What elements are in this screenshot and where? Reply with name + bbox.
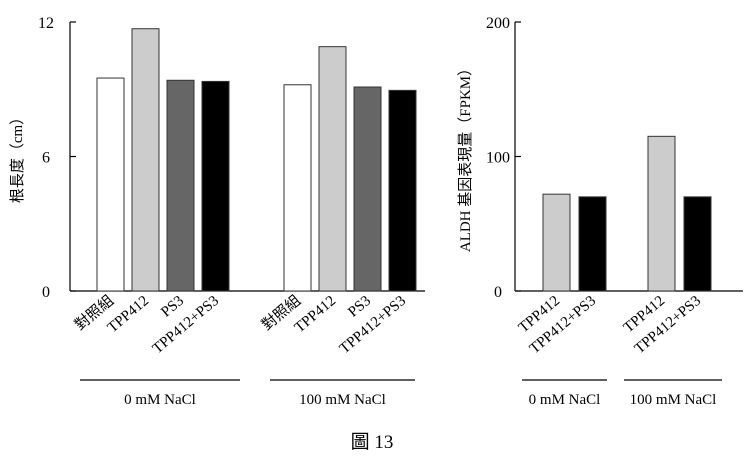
bar xyxy=(318,46,347,292)
y-axis-label: ALDH 基因表現量（FPKM） xyxy=(457,61,474,252)
bar xyxy=(353,86,382,292)
y-tick-label: 0 xyxy=(494,284,502,301)
bar xyxy=(647,135,676,292)
bar xyxy=(201,80,230,292)
group-label: 0 mM NaCl xyxy=(529,392,601,408)
group-label: 100 mM NaCl xyxy=(299,392,386,408)
bar xyxy=(388,89,417,292)
y-tick-label: 200 xyxy=(486,15,510,32)
bar xyxy=(96,77,125,292)
bar xyxy=(542,193,571,292)
group-label: 0 mM NaCl xyxy=(124,392,196,408)
bar xyxy=(166,79,195,292)
group-label: 100 mM NaCl xyxy=(630,392,717,408)
y-tick-label: 100 xyxy=(486,150,510,167)
figure-caption: 圖 13 xyxy=(351,432,394,453)
y-tick-label: 6 xyxy=(42,150,50,167)
category-label: TPP412+PS3 xyxy=(337,293,409,357)
y-axis-label: 根長度（cm） xyxy=(9,110,26,203)
bar xyxy=(283,84,312,292)
y-tick-label: 0 xyxy=(42,284,50,301)
bar xyxy=(131,28,160,292)
bar xyxy=(683,196,712,292)
y-tick-label: 12 xyxy=(38,15,54,32)
category-label: TPP412+PS3 xyxy=(150,293,222,357)
bar xyxy=(578,196,607,292)
